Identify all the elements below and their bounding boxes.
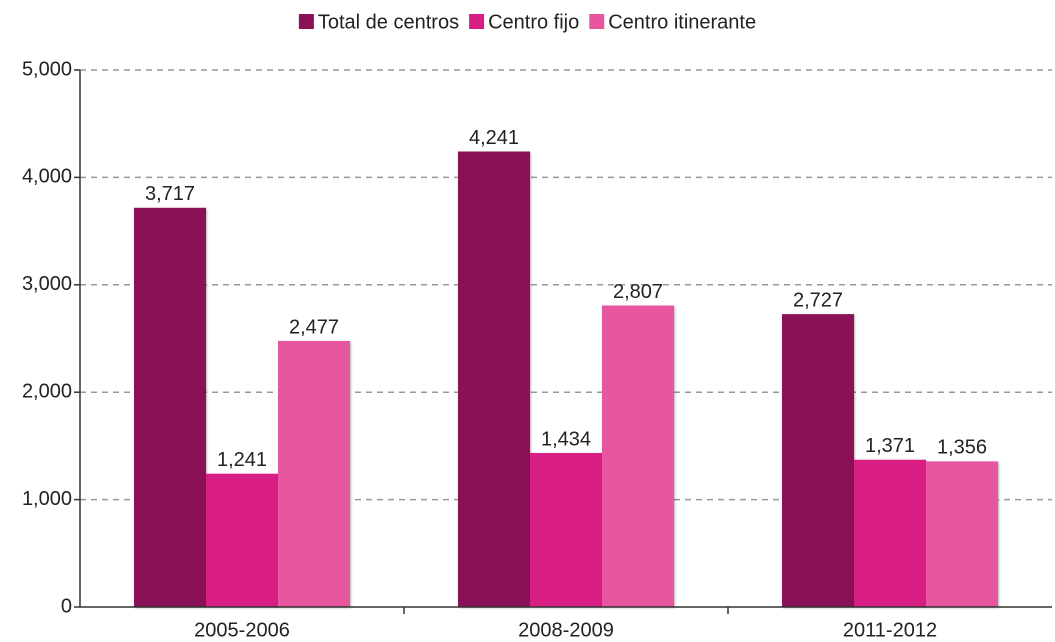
value-label: 2,727 — [793, 289, 843, 311]
legend-swatch — [589, 14, 605, 29]
y-tick-label: 1,000 — [22, 488, 72, 510]
value-label: 1,434 — [541, 428, 591, 450]
bar — [278, 340, 350, 607]
value-label: 1,371 — [865, 435, 915, 457]
legend-swatch — [469, 14, 485, 29]
legend-label: Centro fijo — [488, 11, 579, 33]
y-tick-label: 5,000 — [22, 58, 72, 80]
x-tick-label: 2011-2012 — [843, 619, 937, 641]
value-label: 1,241 — [217, 449, 267, 471]
value-label: 3,717 — [145, 183, 195, 205]
bar — [602, 305, 674, 607]
value-label: 2,807 — [613, 281, 663, 303]
y-tick-label: 3,000 — [22, 273, 72, 295]
bar — [530, 452, 602, 607]
bar — [926, 461, 998, 607]
value-label: 2,477 — [289, 316, 339, 338]
legend-label: Centro itinerante — [608, 11, 756, 33]
value-label: 4,241 — [469, 127, 519, 149]
y-tick-label: 4,000 — [22, 166, 72, 188]
y-tick-label: 2,000 — [22, 380, 72, 402]
x-tick-label: 2005-2006 — [194, 619, 290, 641]
bar — [854, 459, 926, 607]
legend-swatch — [298, 14, 314, 29]
legend-label: Total de centros — [318, 11, 459, 33]
bar — [782, 314, 854, 607]
legend: Total de centros Centro fijo Centro itiner… — [298, 11, 756, 33]
bar — [458, 151, 530, 607]
y-tick-label: 0 — [61, 595, 72, 617]
bar — [134, 207, 206, 608]
x-tick-label: 2008-2009 — [518, 619, 614, 641]
bar — [206, 473, 278, 607]
value-label: 1,356 — [937, 437, 987, 459]
